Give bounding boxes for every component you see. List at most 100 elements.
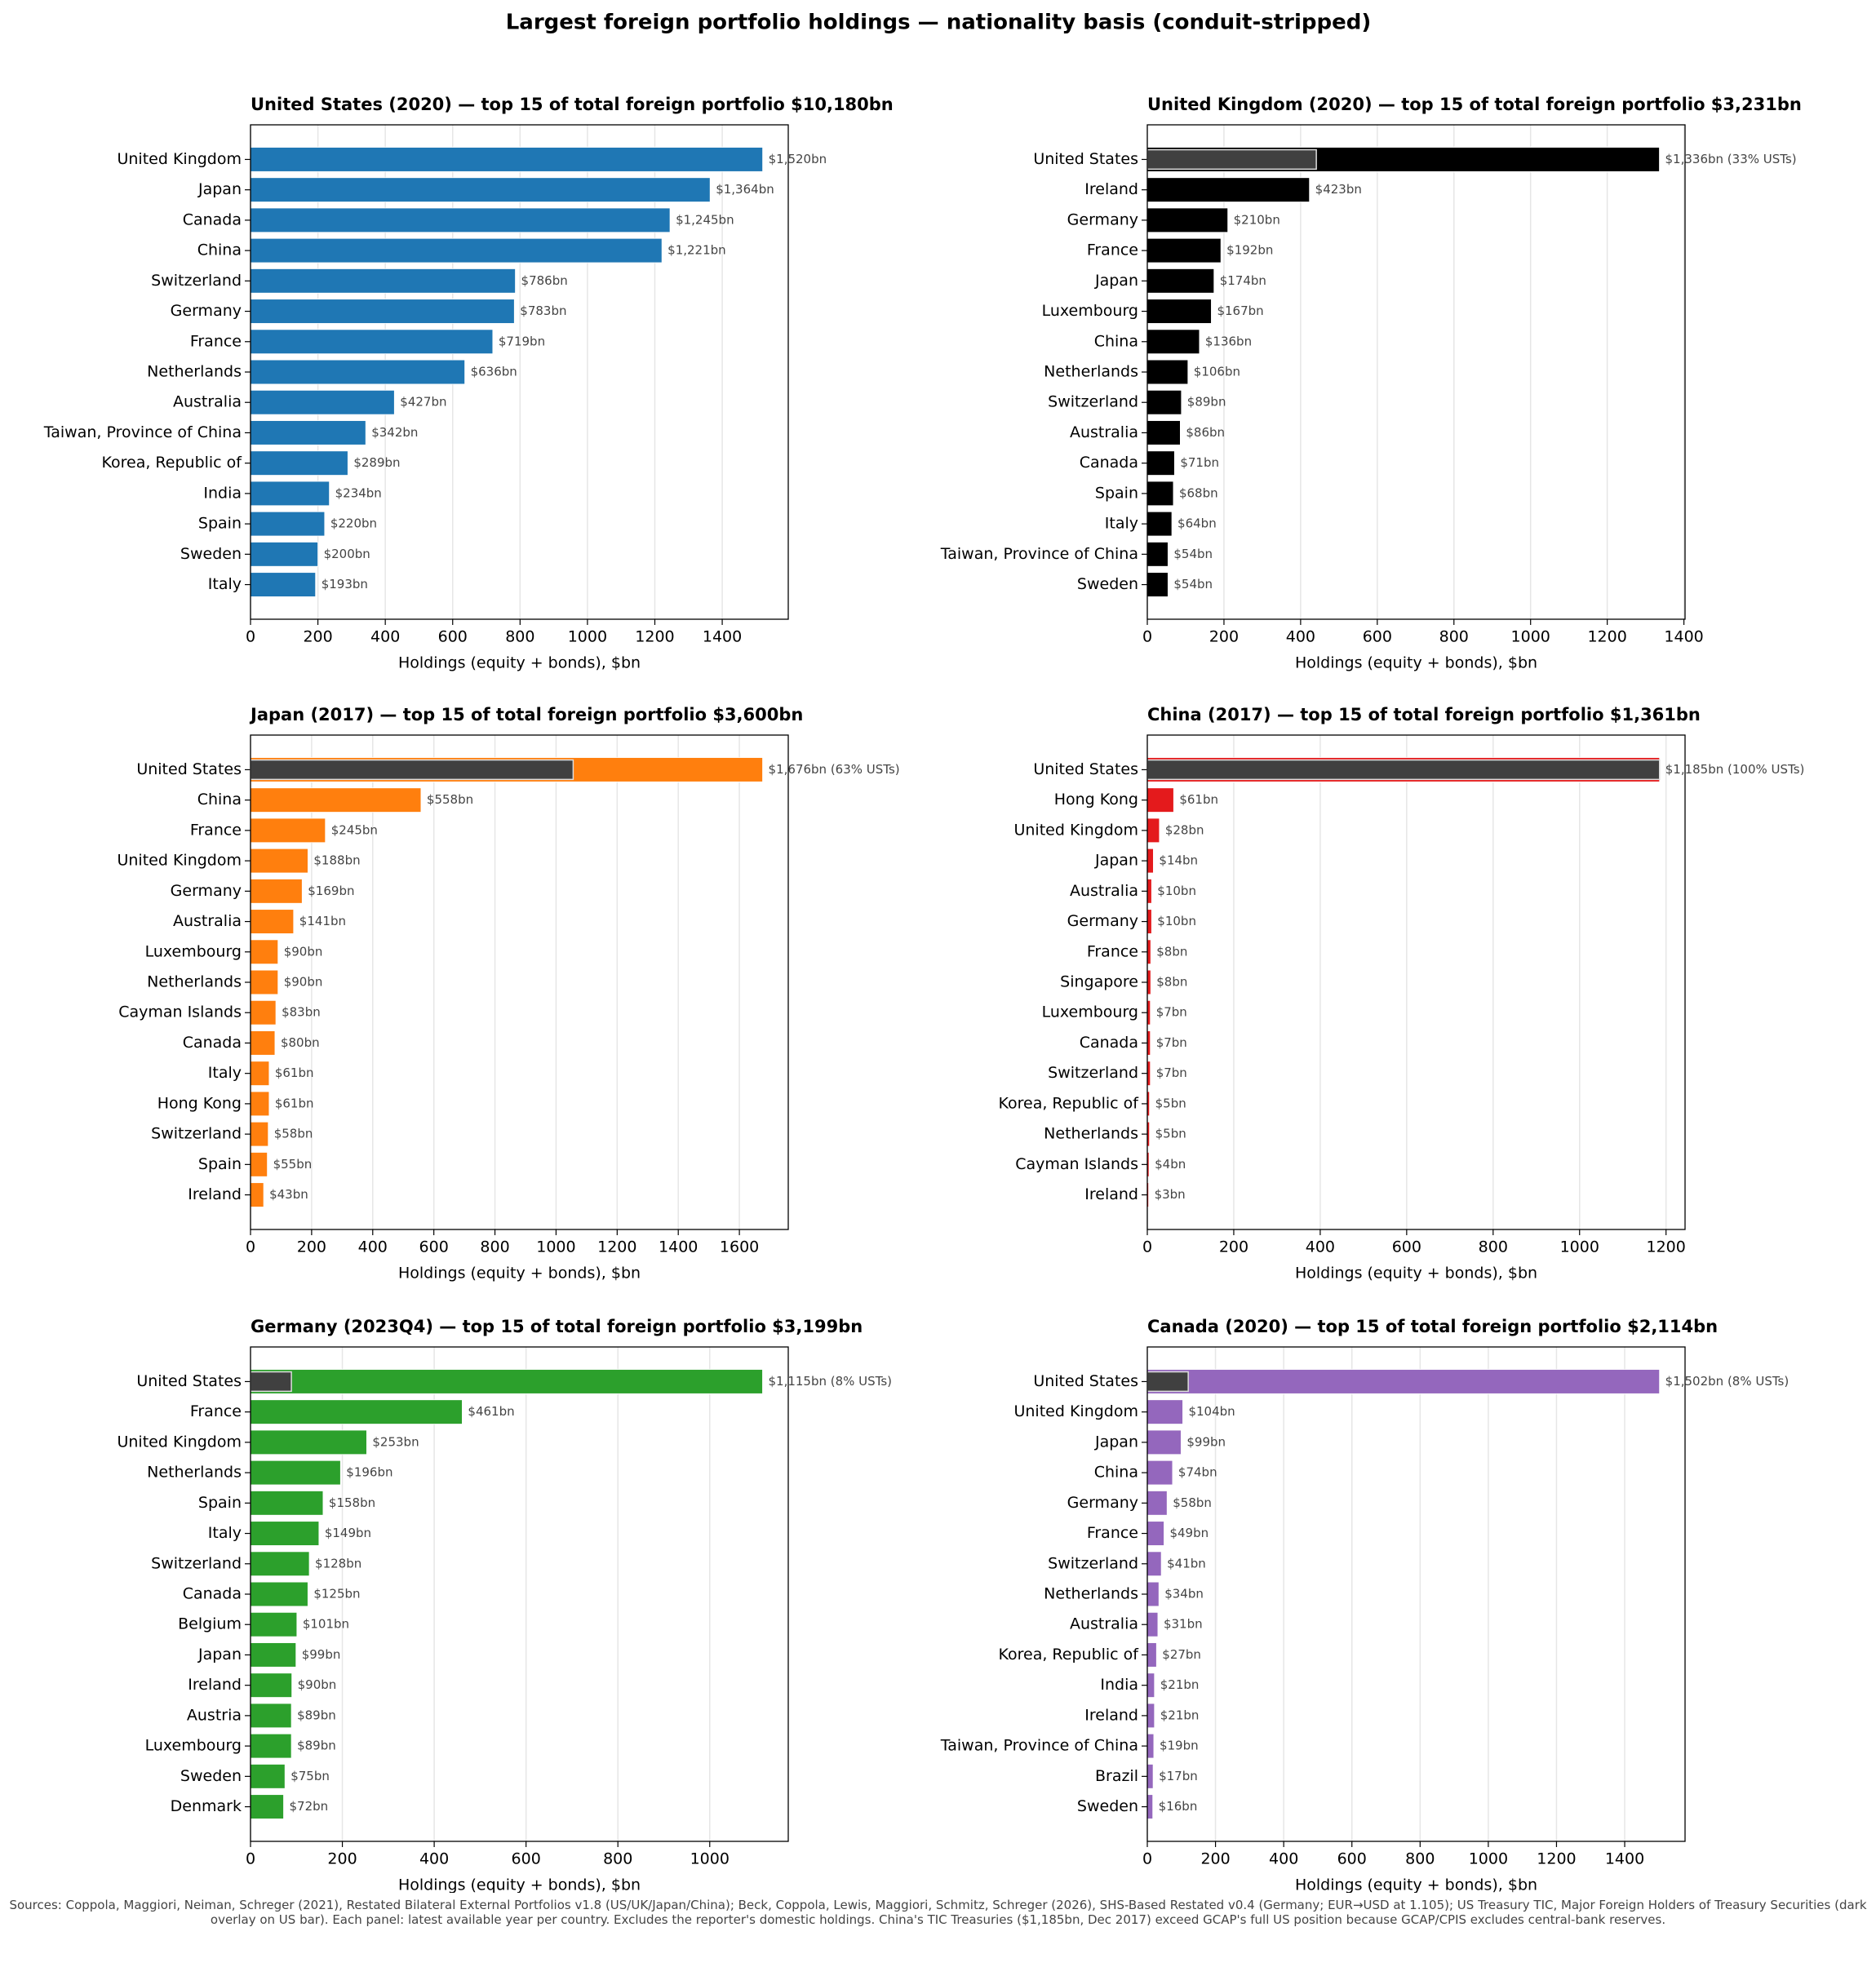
x-tick-label: 400 [370, 628, 400, 646]
axes-frame [1146, 124, 1686, 620]
bar [1146, 848, 1154, 874]
value-label: $149bn [325, 1526, 371, 1540]
y-tick-label: Ireland [188, 1185, 242, 1203]
bar [250, 1611, 298, 1637]
value-label: $43bn [269, 1187, 308, 1202]
value-label: $245bn [331, 822, 378, 837]
y-tick-label: China [197, 241, 242, 259]
x-tick-label: 400 [1269, 1850, 1298, 1868]
y-tick-label: Japan [1094, 852, 1138, 870]
y-tick-label: Japan [1094, 272, 1138, 290]
y-tick-label: India [1100, 1676, 1138, 1694]
bar [250, 1152, 268, 1177]
x-tick-label: 1400 [659, 1238, 698, 1256]
bar [250, 848, 308, 874]
bar [250, 1460, 341, 1486]
y-tick-label: France [1087, 241, 1138, 259]
y-tick-label: Australia [1070, 423, 1138, 441]
y-tick-label: United States [1033, 1372, 1138, 1390]
bar [250, 1091, 270, 1117]
value-label: $14bn [1159, 853, 1198, 868]
value-label: $16bn [1159, 1799, 1198, 1814]
x-tick-label: 200 [297, 1238, 326, 1256]
y-tick-label: Singapore [1060, 973, 1138, 991]
y-tick-label: Germany [1067, 1494, 1138, 1512]
bar [250, 572, 317, 597]
x-tick-label: 600 [419, 1238, 449, 1256]
ust-overlay [250, 1371, 292, 1393]
x-tick-label: 1600 [720, 1238, 759, 1256]
y-tick-label: United States [136, 1372, 242, 1390]
value-label: $220bn [330, 516, 377, 531]
value-label: $1,336bn (33% USTs) [1665, 152, 1797, 166]
bar [1146, 177, 1311, 202]
value-label: $196bn [346, 1465, 392, 1480]
bar [250, 481, 330, 507]
y-tick-label: Korea, Republic of [998, 1094, 1139, 1112]
value-label: $21bn [1160, 1708, 1200, 1722]
bar [1146, 1672, 1155, 1698]
value-label: $90bn [284, 975, 323, 990]
y-tick-label: Netherlands [147, 1464, 242, 1482]
bar [250, 147, 764, 172]
x-tick-label: 1000 [536, 1238, 575, 1256]
bar [250, 1581, 308, 1607]
value-label: $34bn [1164, 1587, 1204, 1602]
value-label: $558bn [427, 792, 473, 807]
bar [250, 207, 671, 233]
bar [1146, 572, 1169, 597]
bar [1146, 1429, 1182, 1455]
y-tick-label: Denmark [171, 1797, 242, 1815]
y-tick-label: Italy [1105, 515, 1138, 533]
x-axis-label: Holdings (equity + bonds), $bn [1295, 654, 1537, 672]
bar [1146, 389, 1182, 415]
bar [250, 1703, 292, 1729]
y-tick-label: Sweden [1077, 575, 1138, 593]
value-label: $86bn [1186, 425, 1225, 440]
value-label: $27bn [1162, 1647, 1201, 1662]
value-label: $192bn [1226, 243, 1273, 258]
y-tick-label: Italy [208, 575, 242, 593]
value-label: $461bn [468, 1404, 514, 1419]
bar [250, 542, 318, 567]
bar [1146, 787, 1174, 813]
panel-title: China (2017) — top 15 of total foreign p… [1147, 705, 1701, 724]
y-tick-label: Germany [171, 882, 242, 900]
bar [250, 1369, 763, 1394]
axes-frame [1146, 734, 1686, 1230]
bar [250, 879, 303, 904]
y-tick-label: Luxembourg [1042, 1003, 1138, 1021]
x-tick-label: 400 [358, 1238, 388, 1256]
value-label: $193bn [322, 577, 368, 591]
x-tick-label: 600 [1337, 1850, 1367, 1868]
value-label: $21bn [1160, 1677, 1200, 1692]
ust-overlay [1146, 759, 1661, 781]
y-tick-label: Italy [208, 1064, 242, 1082]
y-tick-label: Taiwan, Province of China [43, 423, 242, 441]
x-tick-label: 0 [1142, 1238, 1152, 1256]
panel-title: Canada (2020) — top 15 of total foreign … [1147, 1317, 1718, 1336]
bar [250, 1491, 324, 1516]
y-tick-label: Sweden [1077, 1797, 1138, 1815]
value-label: $128bn [315, 1556, 361, 1570]
y-tick-label: Austria [187, 1706, 242, 1724]
value-label: $1,520bn [769, 152, 827, 166]
bar [250, 999, 277, 1026]
x-tick-label: 400 [1286, 628, 1315, 646]
figure-title: Largest foreign portfolio holdings — nat… [506, 11, 1372, 35]
value-label: $8bn [1156, 975, 1187, 990]
y-tick-label: United Kingdom [1013, 821, 1138, 839]
y-tick-label: Switzerland [1048, 1554, 1138, 1572]
value-label: $99bn [1186, 1434, 1226, 1449]
x-tick-label: 200 [1200, 1850, 1230, 1868]
y-tick-label: Luxembourg [145, 942, 242, 960]
bar [250, 969, 279, 995]
y-tick-label: Switzerland [151, 1554, 242, 1572]
y-tick-label: France [190, 332, 242, 350]
bar [1146, 817, 1160, 844]
value-label: $99bn [302, 1647, 341, 1662]
y-tick-label: Canada [183, 1585, 242, 1603]
y-tick-label: Japan [197, 1646, 242, 1664]
value-label: $19bn [1160, 1739, 1199, 1753]
bar [250, 1642, 297, 1668]
